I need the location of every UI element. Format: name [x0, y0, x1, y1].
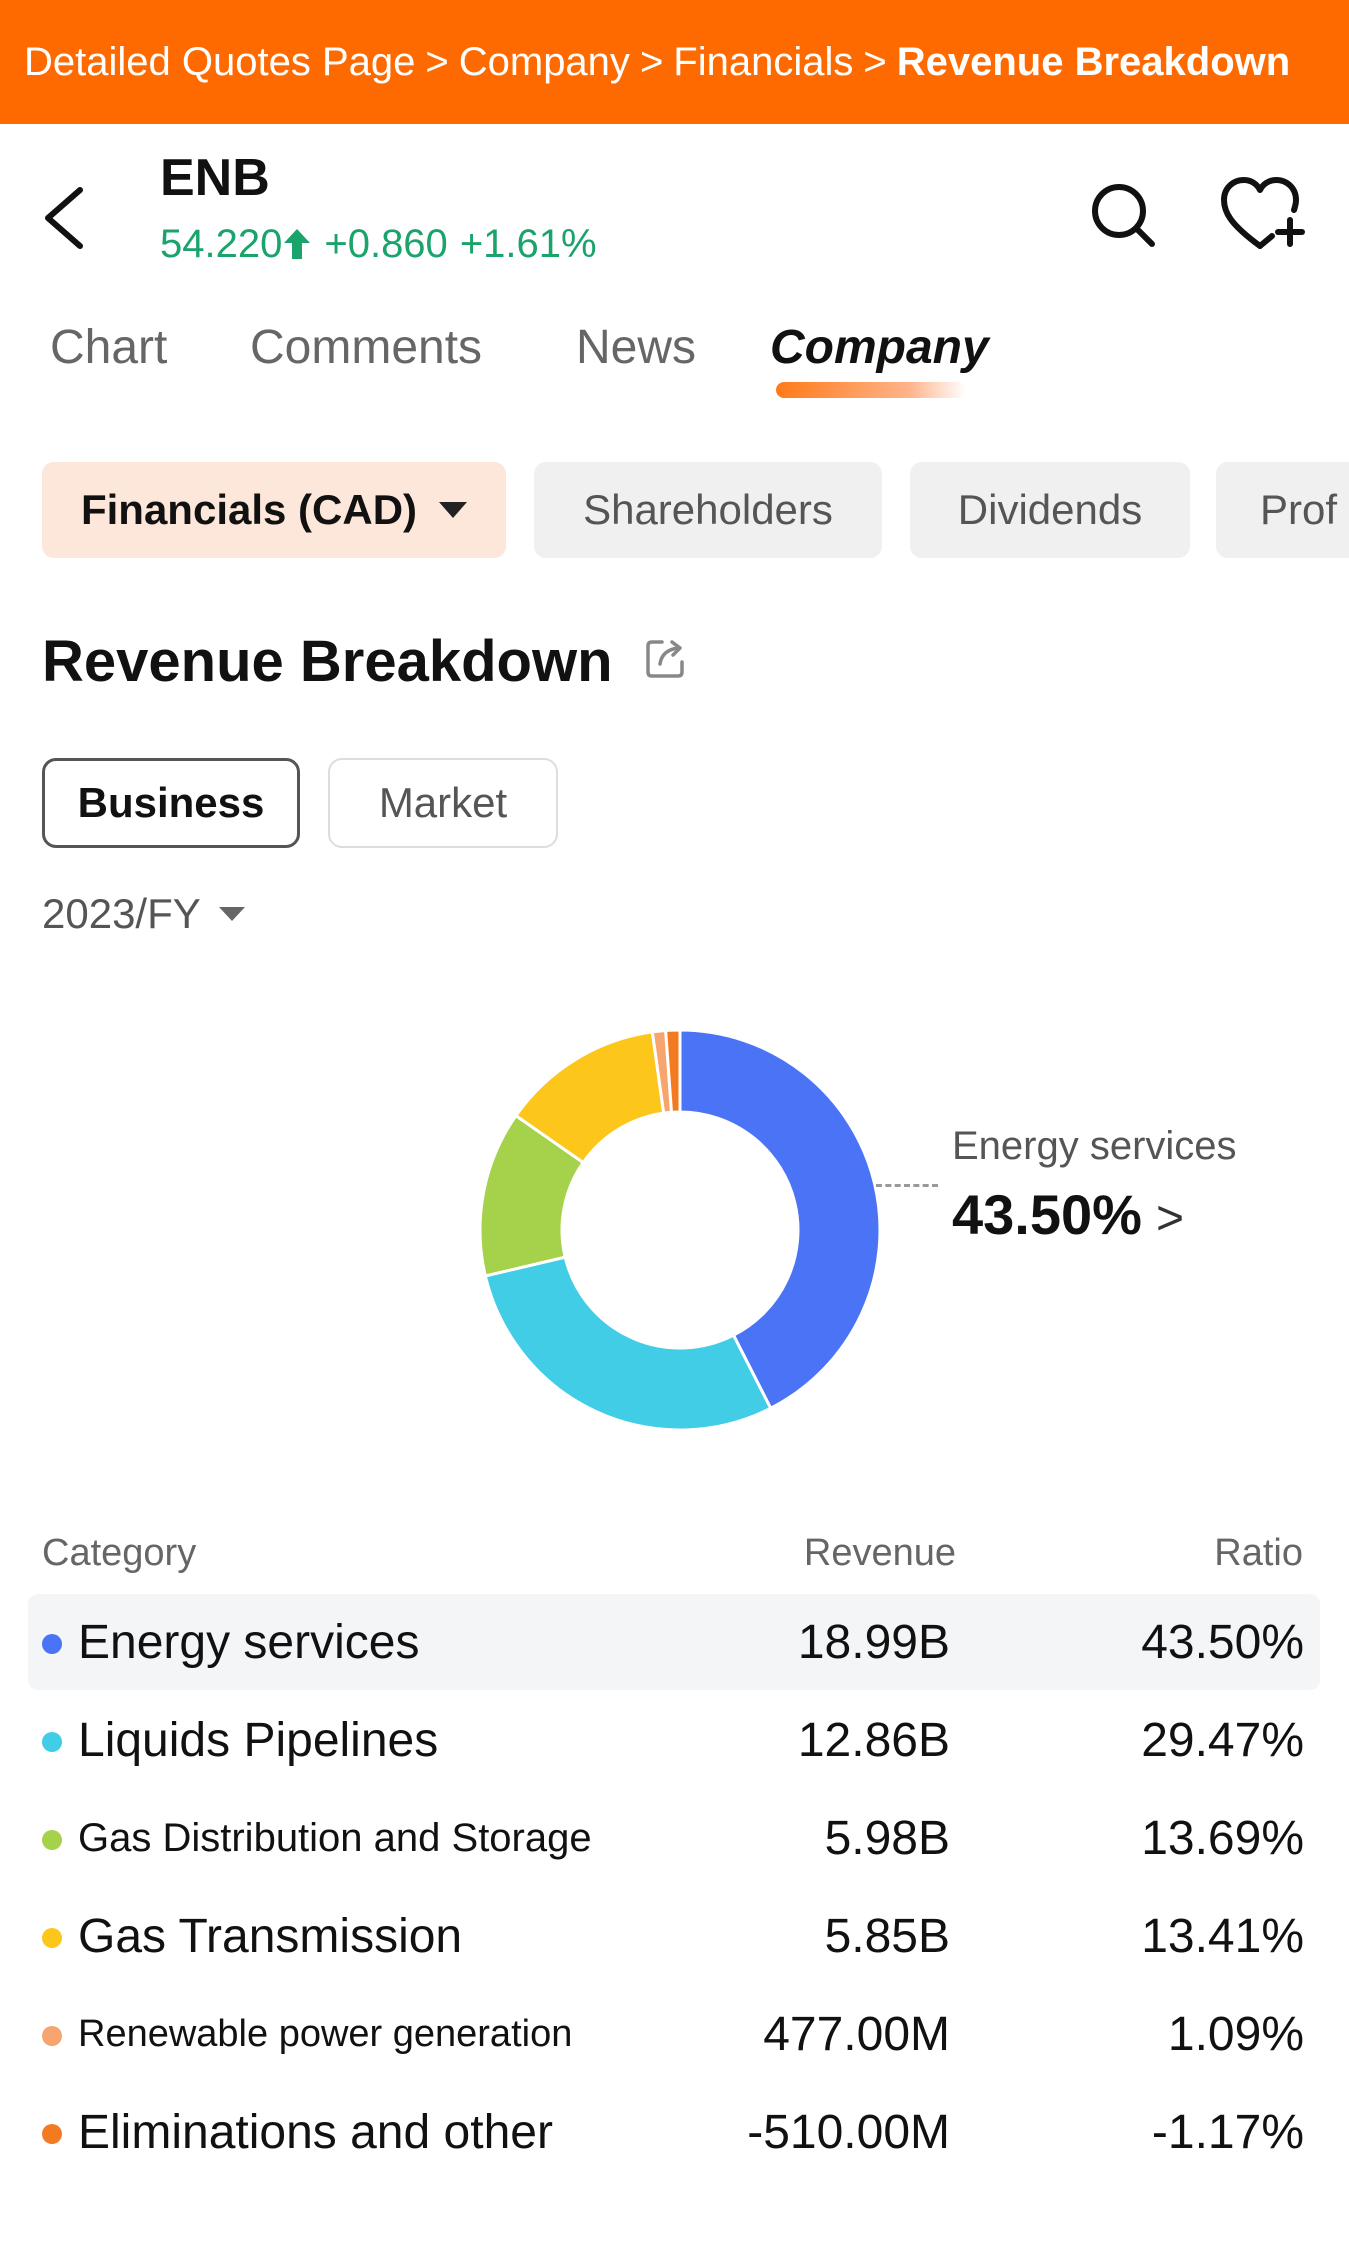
legend-dot	[42, 2026, 62, 2046]
row-category: Energy services	[78, 1615, 420, 1669]
row-category: Gas Distribution and Storage	[78, 1815, 592, 1860]
subtab-shareholders[interactable]: Shareholders	[534, 462, 882, 558]
row-category: Liquids Pipelines	[78, 1713, 439, 1767]
main-tabs: Chart Comments News Company	[0, 320, 1349, 410]
callout-label: Energy services	[952, 1124, 1237, 1168]
add-favorite-button[interactable]	[1220, 176, 1308, 254]
active-tab-indicator	[776, 382, 966, 398]
donut-slice-eliminations-and-other[interactable]	[664, 1028, 682, 1114]
search-icon	[1092, 184, 1155, 247]
tab-chart[interactable]: Chart	[50, 321, 168, 374]
quote-header: ENB 54.220 +0.860 +1.61%	[0, 124, 1349, 294]
back-button[interactable]	[40, 178, 90, 258]
company-subtabs: Financials (CAD) Shareholders Dividends …	[0, 462, 1349, 558]
row-revenue: 12.86B	[797, 1713, 950, 1767]
breadcrumb-separator: >	[863, 39, 887, 84]
table-row[interactable]: Gas Transmission 5.85B 13.41%	[28, 1888, 1320, 1984]
segment-business[interactable]: Business	[42, 758, 300, 848]
breadcrumb-item[interactable]: Detailed Quotes Page	[24, 39, 416, 84]
legend-dot	[42, 2124, 62, 2144]
search-button[interactable]	[1088, 180, 1158, 250]
callout-ratio: 43.50%	[952, 1183, 1142, 1246]
row-ratio: 43.50%	[1141, 1615, 1304, 1669]
section-title: Revenue Breakdown	[42, 629, 613, 694]
table-row[interactable]: Gas Distribution and Storage 5.98B 13.69…	[28, 1790, 1320, 1886]
column-header-category: Category	[42, 1532, 197, 1574]
table-row[interactable]: Liquids Pipelines 12.86B 29.47%	[28, 1692, 1320, 1788]
tab-company[interactable]: Company	[770, 321, 989, 374]
period-value: 2023/FY	[42, 890, 201, 937]
row-revenue: 18.99B	[797, 1615, 950, 1669]
row-ratio: 29.47%	[1141, 1713, 1304, 1767]
subtab-financials[interactable]: Financials (CAD)	[42, 462, 506, 558]
heart-plus-icon	[1221, 177, 1305, 249]
breadcrumb-separator: >	[639, 39, 664, 84]
breadcrumb-current: Revenue Breakdown	[896, 39, 1291, 84]
table-row[interactable]: Energy services 18.99B 43.50%	[28, 1594, 1320, 1690]
table-row[interactable]: Renewable power generation 477.00M 1.09%	[28, 1986, 1320, 2082]
tab-news[interactable]: News	[576, 321, 697, 374]
segment-market[interactable]: Market	[328, 758, 558, 848]
row-ratio: 13.69%	[1141, 1811, 1304, 1865]
column-header-revenue: Revenue	[803, 1532, 956, 1574]
breadcrumb-item[interactable]: Financials	[673, 39, 854, 84]
caret-down-icon	[218, 907, 245, 921]
breadcrumb: Detailed Quotes Page > Company > Financi…	[0, 0, 1349, 124]
tab-comments[interactable]: Comments	[250, 321, 483, 374]
price-change: +0.860	[324, 222, 448, 266]
row-revenue: 477.00M	[763, 2007, 950, 2061]
price-quote: 54.220 +0.860 +1.61%	[160, 222, 609, 267]
period-selector[interactable]: 2023/FY	[42, 890, 245, 938]
legend-dot	[42, 1634, 62, 1654]
row-category: Renewable power generation	[78, 2012, 573, 2055]
row-ratio: 13.41%	[1141, 1909, 1304, 1963]
breadcrumb-item[interactable]: Company	[458, 39, 630, 84]
donut-slice-liquids-pipelines[interactable]	[483, 1255, 773, 1432]
chevron-right-icon: >	[1155, 1192, 1184, 1245]
column-header-ratio: Ratio	[1214, 1532, 1303, 1574]
subtab-label: Financials (CAD)	[80, 486, 418, 533]
share-button[interactable]	[644, 636, 688, 680]
back-arrow-icon	[45, 187, 83, 249]
legend-dot	[42, 1928, 62, 1948]
ticker-symbol: ENB	[160, 149, 270, 207]
subtab-profile[interactable]: Prof	[1216, 462, 1349, 558]
caret-down-icon	[439, 502, 468, 518]
legend-dot	[42, 1830, 62, 1850]
row-ratio: 1.09%	[1167, 2007, 1304, 2061]
price-change-pct: +1.61%	[459, 222, 597, 266]
row-ratio: -1.17%	[1151, 2105, 1304, 2159]
up-arrow-icon	[284, 229, 311, 259]
breadcrumb-separator: >	[425, 39, 449, 84]
legend-dot	[42, 1732, 62, 1752]
row-revenue: 5.98B	[824, 1811, 950, 1865]
subtab-dividends[interactable]: Dividends	[910, 462, 1190, 558]
donut-slice-energy-services[interactable]	[678, 1028, 882, 1411]
row-category: Eliminations and other	[78, 2105, 553, 2159]
last-price: 54.220	[160, 222, 283, 266]
callout-value[interactable]: 43.50% >	[952, 1182, 1184, 1247]
revenue-donut-chart[interactable]	[460, 1010, 900, 1450]
callout-leader-line	[876, 1184, 938, 1187]
row-revenue: 5.85B	[824, 1909, 950, 1963]
row-revenue: -510.00M	[747, 2105, 950, 2159]
row-category: Gas Transmission	[78, 1909, 463, 1963]
table-row[interactable]: Eliminations and other -510.00M -1.17%	[28, 2084, 1320, 2180]
share-icon	[646, 640, 684, 678]
